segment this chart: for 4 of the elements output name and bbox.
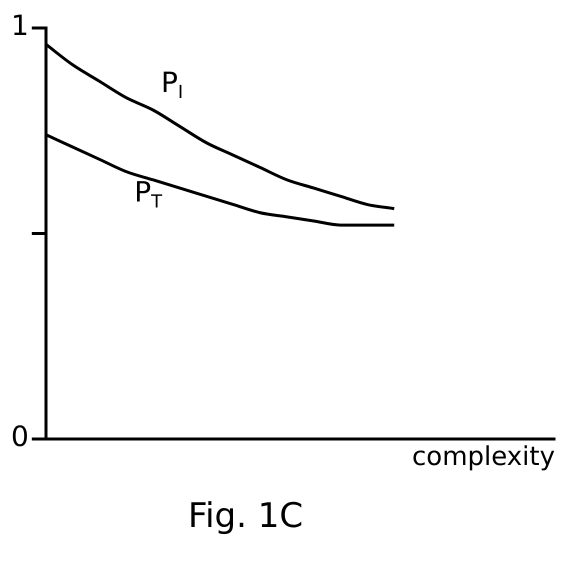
x-axis-title: complexity <box>412 442 555 472</box>
y-tick-label: 0 <box>10 420 29 454</box>
caption: Fig. 1C <box>188 496 304 536</box>
y-tick-label: 1 <box>10 9 29 42</box>
